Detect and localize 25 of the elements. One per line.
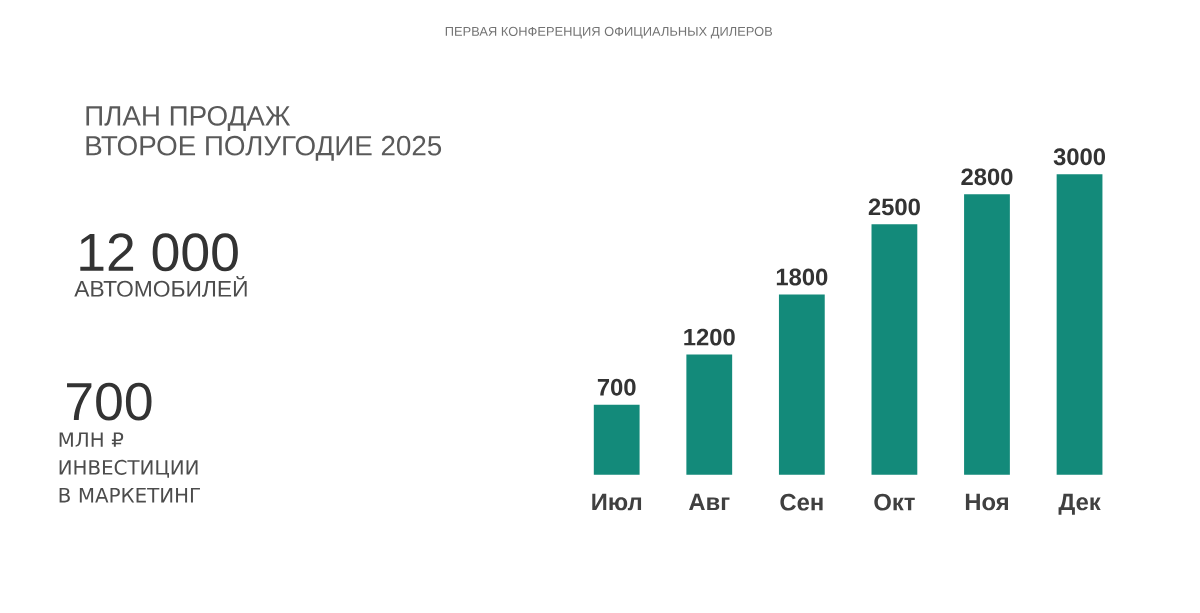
x-tick-label: Сен [780,493,823,511]
data-label: 1200 [684,328,735,346]
data-label: 2500 [868,198,920,216]
bar [686,354,733,475]
x-tick-label: Дек [1058,493,1101,515]
text: ПЛАН ПРОДАЖ [86,105,291,131]
bar [593,404,640,475]
text: АВТОМОБИЛЕЙ [74,275,247,297]
data-label: 700 [597,378,636,396]
text: ПЕРВАЯ КОНФЕРЕНЦИЯ ОФИЦИАЛЬНЫХ ДИЛЕРОВ [445,26,773,39]
bar [778,294,825,475]
x-tick-label: Авг [688,493,730,511]
data-label: 2800 [961,168,1013,186]
text: 700 [67,382,152,421]
x-tick-label: Июл [592,493,642,511]
x-tick-label: Окт [874,493,915,511]
text: МЛН ₽ ИНВЕСТИЦИИ В МАРКЕТИНГ [59,432,200,503]
bar [1056,174,1103,475]
text: ВТОРОЕ ПОЛУГОДИЕ 2025 [86,135,442,161]
data-label: 3000 [1053,148,1106,166]
bar [964,194,1010,475]
data-label: 1800 [776,268,828,286]
x-tick-label: Ноя [965,493,1008,511]
text: 12 000 [80,233,238,272]
bar [871,224,918,475]
